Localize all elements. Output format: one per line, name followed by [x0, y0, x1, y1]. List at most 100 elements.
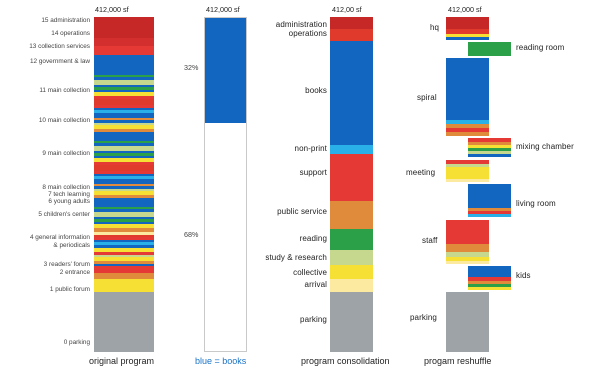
cons-operations — [330, 29, 373, 41]
floor-label: 3 readers' forum — [43, 261, 90, 268]
original-stripe — [94, 110, 154, 113]
caption-original-program: original program — [89, 356, 155, 366]
floor-label: 4 general information — [29, 234, 90, 241]
floor-label: 0 parking — [63, 339, 90, 346]
cons-study-research — [330, 250, 373, 265]
original-stripe — [94, 195, 154, 198]
original-stripe — [94, 222, 154, 224]
box-parking — [446, 292, 489, 352]
box-staff — [446, 220, 489, 264]
floor-label: 5 children's center — [38, 211, 90, 218]
original-stripe — [94, 143, 154, 146]
original-stripe — [94, 123, 154, 125]
box-spiral — [446, 58, 489, 136]
reshuffle-label-meeting: meeting — [406, 168, 436, 177]
original-stripe — [94, 156, 154, 158]
original-stripe — [94, 224, 154, 228]
box-mixing-chamber — [468, 138, 511, 157]
reshuffle-label-living-room: living room — [516, 199, 556, 208]
original-stripe — [94, 108, 154, 110]
original-stripe — [94, 146, 154, 151]
floor-label: 10 main collection — [38, 117, 90, 124]
cons-label-non-print: non-print — [294, 144, 327, 153]
cons-label-books: books — [305, 86, 327, 95]
original-stripe — [94, 105, 154, 108]
box-reading-room — [468, 42, 511, 56]
original-stripe — [94, 171, 154, 174]
original-stripe — [94, 212, 154, 217]
cons-public-service — [330, 201, 373, 229]
original-stripe — [94, 132, 154, 138]
cons-label-arrival: arrival — [304, 280, 327, 289]
cons-label-administration: administration — [275, 20, 327, 29]
original-accent-stripe — [94, 279, 154, 285]
original-stripe — [94, 184, 154, 186]
original-stripe — [94, 207, 154, 209]
floor-13-band — [94, 46, 154, 55]
original-stripe — [94, 96, 154, 99]
reshuffle-total-area: 412,000 sf — [448, 5, 482, 14]
original-stripe — [94, 77, 154, 80]
reshuffle-diagram — [446, 17, 511, 352]
original-stripe — [94, 72, 154, 75]
cons-label-parking: parking — [300, 315, 327, 324]
cons-collective — [330, 265, 373, 279]
floor-label: 7 tech learning — [48, 191, 90, 198]
original-accent-stripe — [94, 252, 154, 255]
original-stripe — [94, 257, 154, 261]
original-stripe — [94, 209, 154, 212]
box-living-room — [468, 184, 511, 217]
original-stripe — [94, 198, 154, 204]
floor-label: 2 entrance — [59, 269, 90, 276]
cons-books — [330, 41, 373, 145]
original-stripe — [94, 125, 154, 129]
original-accent-stripe — [94, 273, 154, 279]
original-stripe — [94, 242, 154, 245]
original-stripe — [94, 87, 154, 90]
original-stripe — [94, 245, 154, 250]
floor-label: 14 operations — [51, 30, 90, 37]
original-stripe — [94, 165, 154, 171]
original-accent-stripe — [94, 228, 154, 232]
reshuffle-label-parking: parking — [410, 313, 437, 322]
other-percent: 68% — [184, 230, 199, 239]
books-share-fill — [204, 17, 247, 123]
box-meeting — [446, 160, 489, 182]
cons-label-public-service: public service — [277, 207, 327, 216]
original-stripe — [94, 158, 154, 162]
original-accent-stripe — [94, 285, 154, 292]
original-stripe — [94, 153, 154, 156]
original-stripe — [94, 162, 154, 165]
original-stripe — [94, 113, 154, 118]
original-stripe — [94, 176, 154, 179]
caption-program-consolidation: program consolidation — [301, 356, 390, 366]
cons-arrival — [330, 279, 373, 292]
original-stripe — [94, 138, 154, 141]
box-hq — [446, 17, 489, 40]
consolidation-bar — [330, 17, 373, 352]
floor-label: 1 public forum — [49, 286, 90, 293]
caption-blue-books: blue = books — [195, 356, 247, 366]
original-stripe — [94, 99, 154, 105]
floor-label: 8 main collection — [42, 184, 90, 191]
floor-label: 6 young adults — [48, 198, 90, 205]
original-stripe — [94, 179, 154, 184]
original-stripe — [94, 85, 154, 87]
original-stripe — [94, 237, 154, 240]
original-stripe — [94, 80, 154, 85]
original-stripe — [94, 75, 154, 77]
original-stripe — [94, 204, 154, 207]
cons-non-print — [330, 145, 373, 154]
original-accent-stripe — [94, 266, 154, 273]
floor-label: 15 administration — [41, 17, 90, 24]
cons-support — [330, 154, 373, 201]
original-stripe — [94, 261, 154, 264]
original-stripe — [94, 92, 154, 96]
original-stripe — [94, 129, 154, 132]
original-stripe — [94, 151, 154, 153]
books-share-outline — [204, 17, 247, 352]
cons-label-collective: collective — [293, 268, 327, 277]
original-accent-stripe — [94, 248, 154, 252]
cons-label-study-research: study & research — [265, 253, 327, 262]
original-total-area: 412,000 sf — [95, 5, 129, 14]
